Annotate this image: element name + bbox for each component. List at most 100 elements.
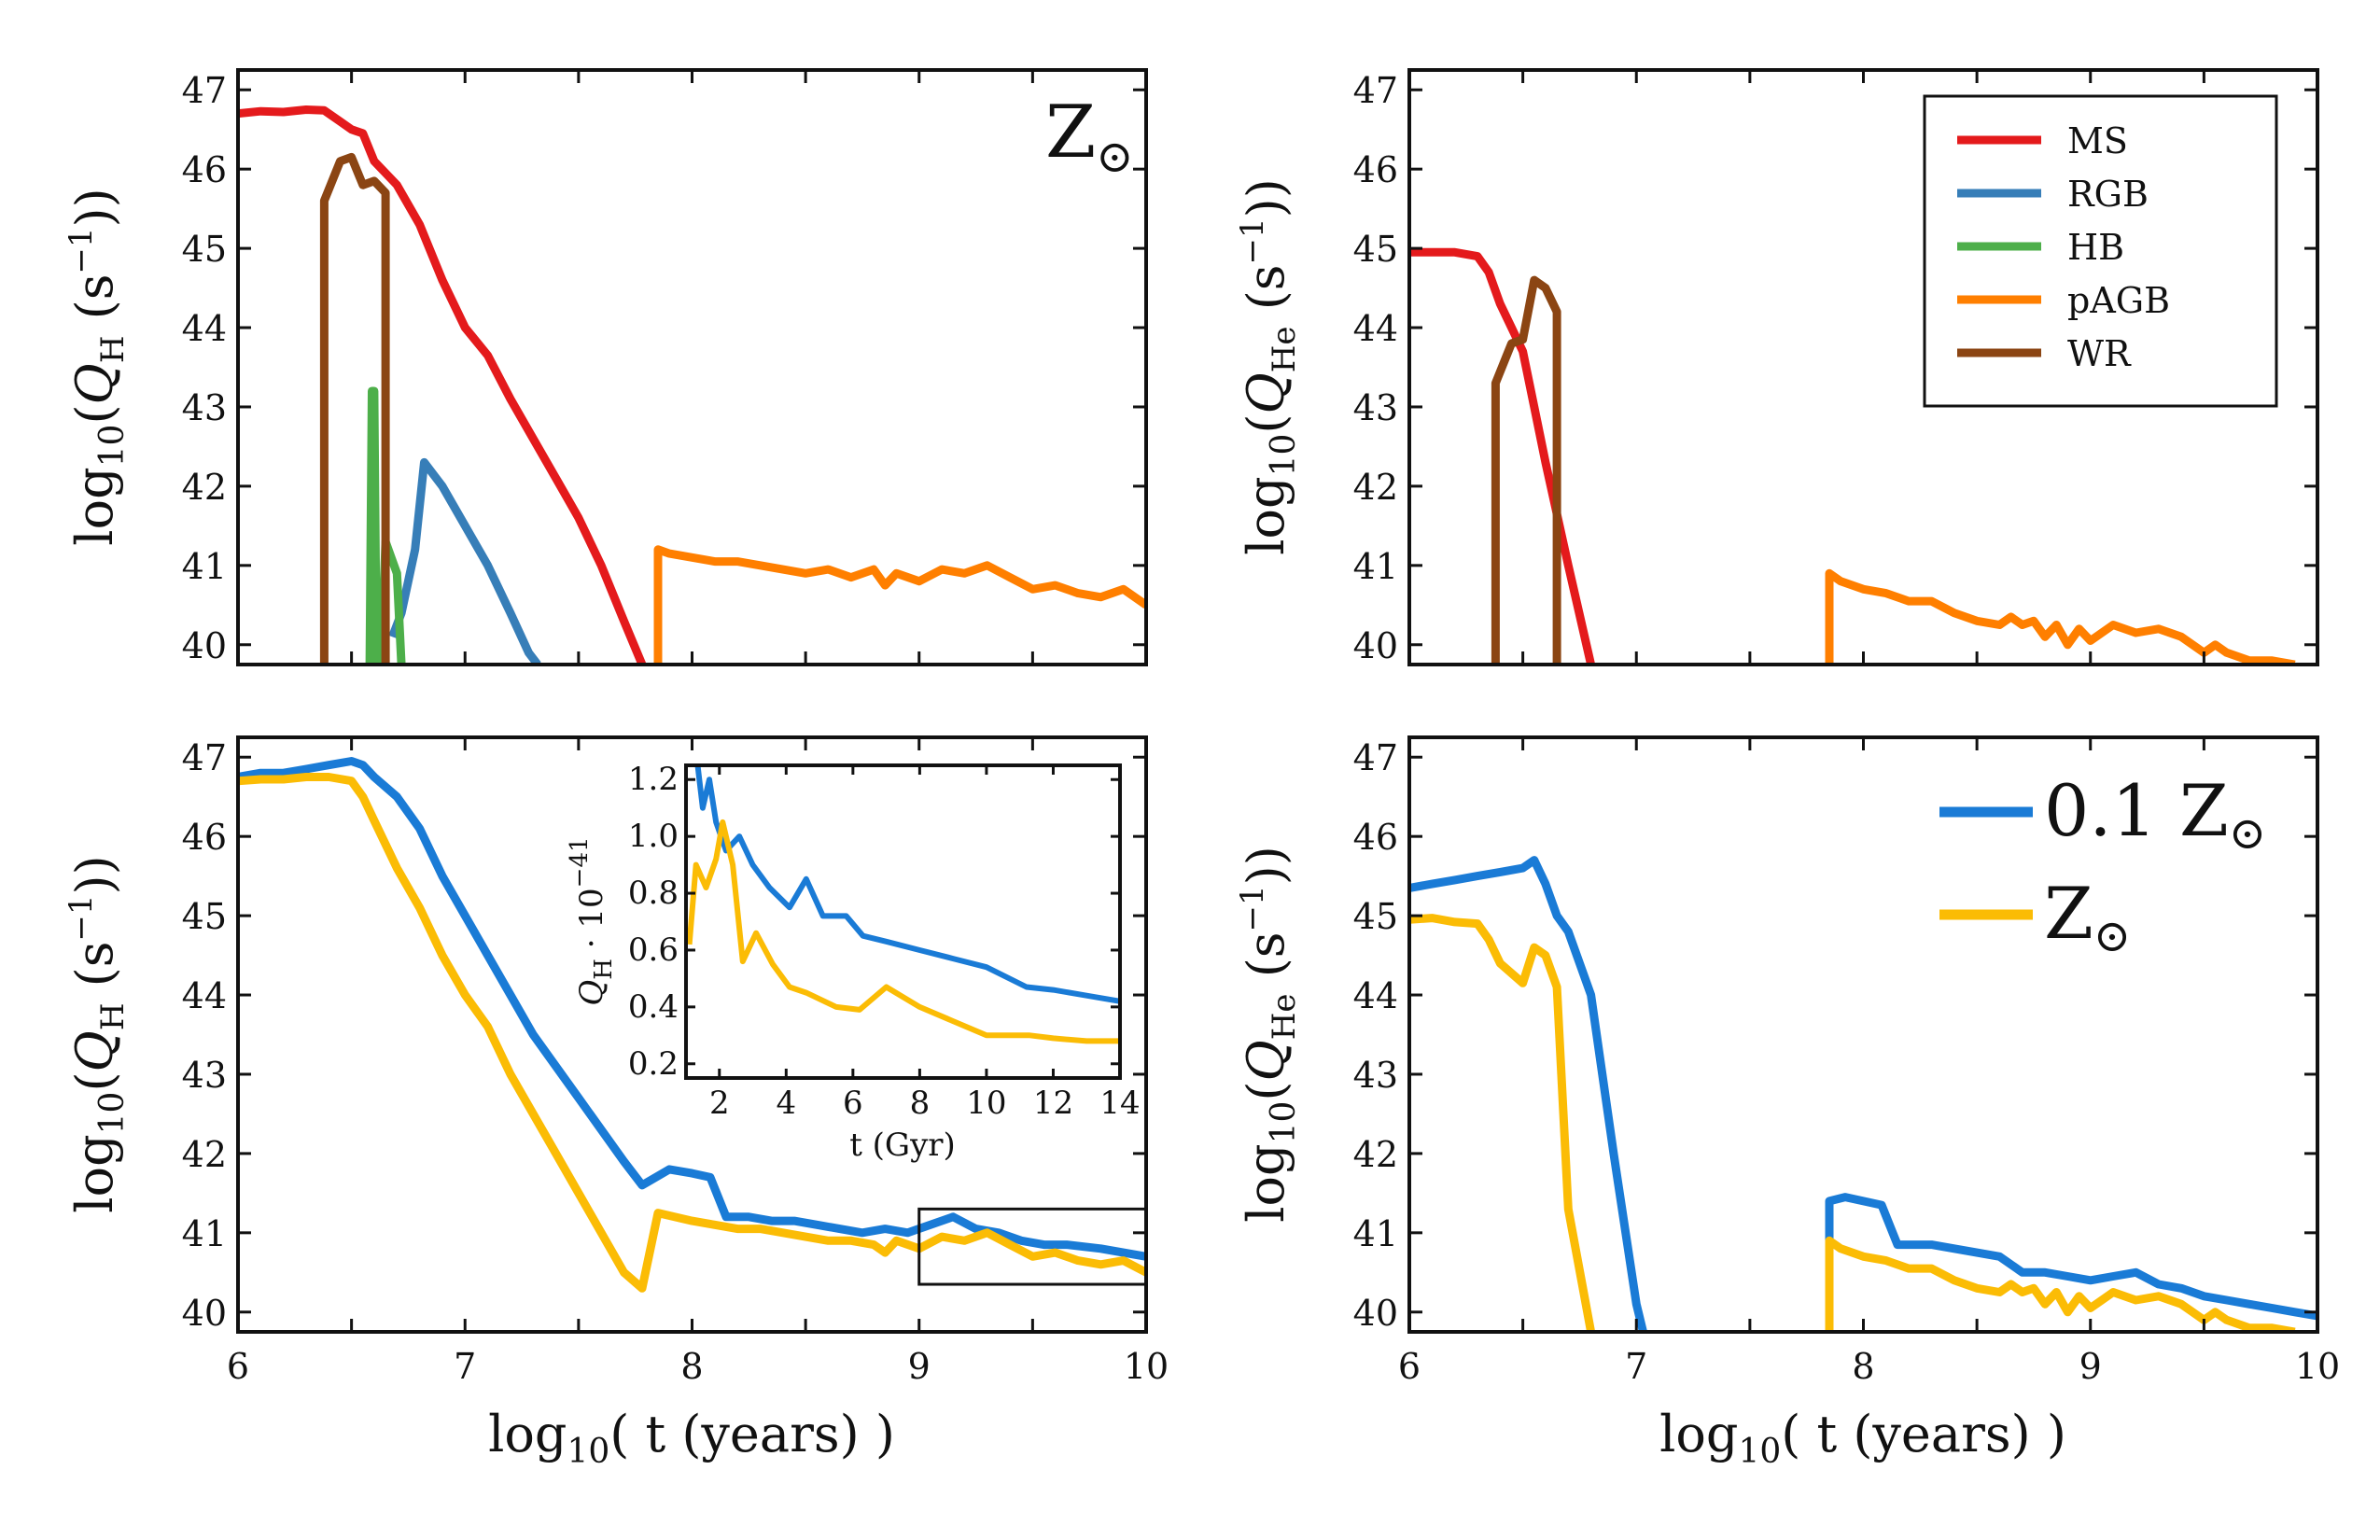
y-tick-label: 40 — [1353, 625, 1398, 666]
series-line-ms — [1409, 247, 1595, 665]
legend-label-part: 0.1 Z — [2044, 769, 2229, 852]
panel-top-left: 40 41 42 43 44 45 46 47 — [182, 68, 1148, 666]
y-tick-label: 46 — [1353, 817, 1398, 858]
y-axis-label-part: ( — [65, 1071, 124, 1091]
y-axis-label-part: ( — [1237, 414, 1295, 434]
series-line-ms — [238, 105, 647, 665]
y-axis-label-part: log — [1237, 476, 1295, 554]
legend-label: RGB — [2067, 174, 2149, 215]
series-line-0-1-z- — [238, 757, 1146, 1261]
y-tick-label: 44 — [182, 975, 227, 1016]
series-line-hb — [365, 386, 406, 665]
y-tick-label: 46 — [182, 149, 227, 190]
y-axis-label: log10(QH (s−1)) — [63, 855, 132, 1212]
series-group — [1409, 856, 2317, 1332]
y-tick-label: 47 — [1353, 737, 1398, 778]
legend-label: WR — [2067, 333, 2132, 374]
x-tick-label: 12 — [1033, 1085, 1073, 1122]
annotation-zsun: Z⊙ — [1045, 91, 1133, 183]
y-axis-label-part: (s — [65, 274, 124, 336]
y-tick-label: 0.4 — [628, 988, 679, 1026]
y-axis-label-part: )) — [65, 188, 124, 227]
x-axis-label: log10( t (years) ) — [1659, 1405, 2066, 1471]
y-tick-label: 0.2 — [628, 1045, 679, 1083]
y-axis-label-part: 10 — [1265, 1101, 1303, 1144]
y-axis-label-part: He — [1266, 326, 1303, 372]
x-tick-label: 9 — [908, 1346, 931, 1387]
series-line-z- — [686, 819, 1120, 1044]
y-tick-label: 43 — [1353, 387, 1398, 428]
series-group — [1409, 247, 2296, 665]
x-axis-label-part: 10 — [1738, 1433, 1781, 1471]
legend-label-part: Z — [2044, 872, 2093, 955]
x-tick-label: 4 — [776, 1085, 796, 1122]
x-axis-label-part: ( t (years) ) — [1781, 1405, 2066, 1463]
y-axis-label-part: ( — [65, 404, 124, 424]
y-axis-label-part: )) — [65, 855, 124, 894]
series-line-wr — [319, 152, 390, 665]
legend-label: pAGB — [2067, 280, 2170, 321]
series-line-0-1-z- — [689, 765, 1120, 1004]
y-tick-label: 41 — [182, 1213, 227, 1254]
y-axis-label-part: 10 — [93, 1092, 132, 1135]
y-tick-label: 43 — [182, 387, 227, 428]
y-axis-label-part: Q — [1237, 1040, 1295, 1081]
y-axis-label-part: log — [65, 467, 124, 545]
x-tick-label: 9 — [2079, 1346, 2102, 1387]
series-line-pagb — [653, 545, 1146, 665]
y-tick-label: 43 — [182, 1055, 227, 1096]
panel-bottom-right: 40 41 42 43 44 45 46 47 6 7 8 9 10 — [1353, 735, 2340, 1387]
series-line-wr — [1491, 275, 1561, 665]
y-tick-label: 42 — [1353, 1134, 1398, 1175]
y-axis-label: log10(QHe (s−1)) — [1234, 846, 1303, 1223]
x-axis-label-part: 10 — [567, 1433, 609, 1471]
y-tick-label: 41 — [1353, 546, 1398, 587]
series-line-0-1-z-pagb — [1825, 1193, 2317, 1332]
y-tick-label: 40 — [1353, 1293, 1398, 1334]
y-axis-label-part: Q — [65, 363, 124, 404]
legend-top-right: MS RGB HB pAGB WR — [1923, 94, 2278, 408]
y-tick-label: 45 — [182, 896, 227, 937]
y-tick-label: 1.2 — [628, 761, 679, 798]
inset-y-label-part: H — [590, 959, 618, 980]
y-axis-label: log10(QH (s−1)) — [63, 188, 132, 545]
y-axis-label-part: ( — [1237, 1082, 1295, 1101]
annotation-part: Z — [1045, 91, 1096, 175]
legend-label: 0.1 Z⊙ — [2044, 769, 2266, 860]
y-axis-label: log10(QHe (s−1)) — [1234, 178, 1303, 555]
y-axis-label-part: 10 — [1265, 434, 1303, 477]
inset-y-label-part: · 10 — [573, 888, 610, 959]
y-tick-label: 1.0 — [628, 818, 679, 855]
y-tick-label: 46 — [1353, 149, 1398, 190]
y-axis-label-part: He — [1266, 993, 1303, 1040]
x-axis-label-part: ( t (years) ) — [609, 1405, 895, 1463]
y-axis-label-part: −1 — [63, 227, 100, 273]
inset-x-label: t (Gyr) — [849, 1127, 956, 1164]
legend-label-part: ⊙ — [2229, 807, 2266, 860]
y-axis-label-part: (s — [65, 942, 124, 1003]
series-group — [686, 765, 1120, 1044]
legend-label: MS — [2067, 120, 2128, 161]
y-axis-label-part: log — [1237, 1143, 1295, 1222]
y-tick-label: 45 — [182, 229, 227, 270]
legend-label: HB — [2067, 227, 2124, 268]
annotation-part: ⊙ — [1096, 131, 1133, 183]
x-tick-label: 10 — [1124, 1346, 1169, 1387]
x-tick-label: 8 — [680, 1346, 703, 1387]
series-line-0-1-z- — [1409, 856, 1647, 1332]
series-line-z-pagb — [1825, 1236, 2296, 1332]
y-axis-label-part: −1 — [1234, 217, 1271, 264]
inset-y-label: QH · 10−41 — [566, 836, 618, 1005]
y-tick-label: 44 — [1353, 308, 1398, 349]
y-axis-label-part: )) — [1237, 846, 1295, 885]
x-tick-label: 10 — [2295, 1346, 2340, 1387]
x-tick-label: 6 — [843, 1085, 863, 1122]
y-tick-label: 42 — [182, 467, 227, 508]
y-tick-label: 47 — [182, 737, 227, 778]
legend-label-part: ⊙ — [2093, 910, 2131, 962]
y-axis-label-part: (s — [1237, 932, 1295, 994]
y-tick-label: 42 — [182, 1134, 227, 1175]
y-tick-label: 41 — [182, 546, 227, 587]
